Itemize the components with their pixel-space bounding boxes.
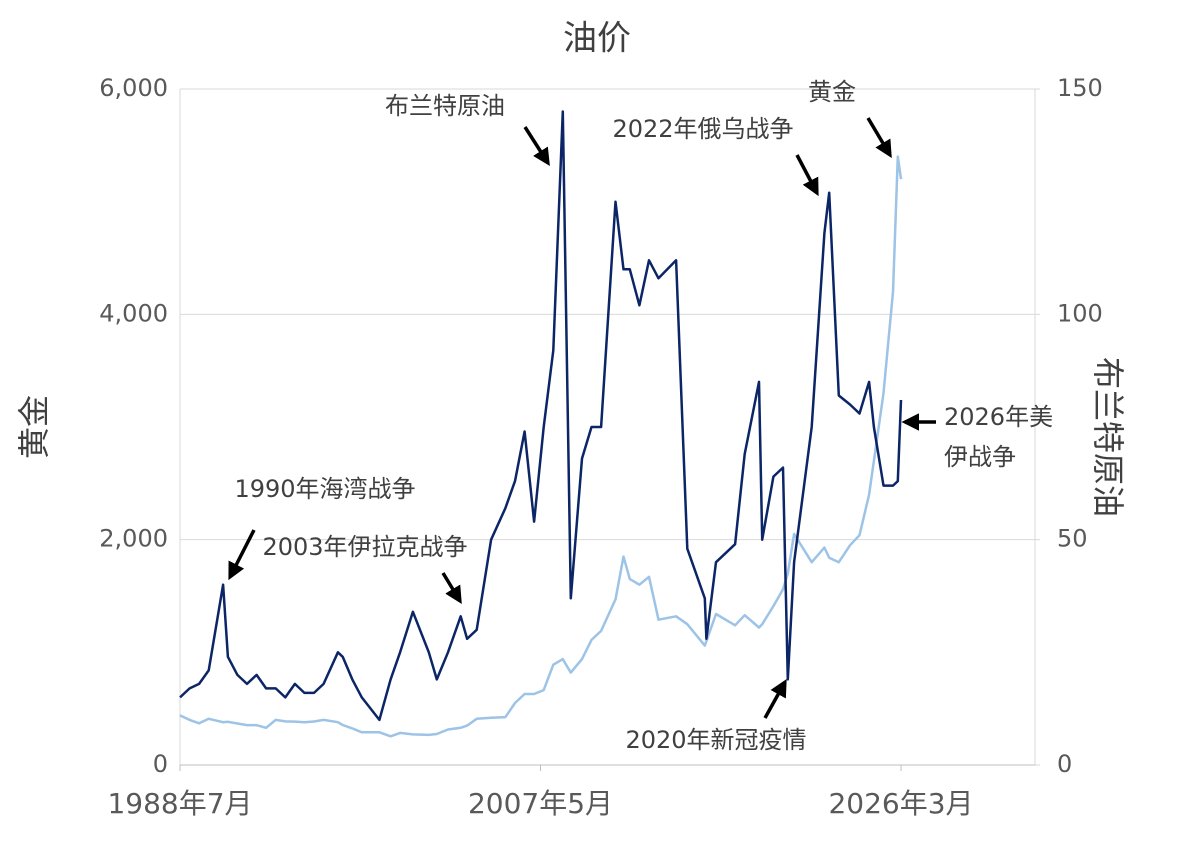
- y-tick-label: 2,000: [99, 525, 168, 553]
- annotation-arrow: [523, 126, 550, 166]
- y2-tick-label: 50: [1057, 525, 1088, 553]
- annotation: 2026年美: [944, 403, 1053, 431]
- annotation: 黄金: [808, 78, 856, 106]
- y2-axis-label: 布兰特原油: [1089, 357, 1127, 517]
- annotation-arrow: [866, 117, 892, 159]
- annotation: 伊战争: [944, 443, 1016, 471]
- y2-tick-label: 0: [1057, 750, 1072, 778]
- annotation-arrow: [228, 529, 256, 581]
- y-tick-label: 6,000: [99, 74, 168, 102]
- y-tick-label: 4,000: [99, 299, 168, 327]
- x-tick-label: 2026年3月: [828, 787, 973, 820]
- annotation-arrow: [795, 154, 819, 197]
- annotation: 2020年新冠疫情: [625, 726, 806, 754]
- y2-tick-label: 100: [1057, 299, 1103, 327]
- annotation-arrow: [763, 678, 787, 719]
- series-line: [179, 155, 903, 738]
- series-line: [179, 110, 903, 722]
- x-tick-label: 2007年5月: [468, 787, 613, 820]
- chart-title: 油价: [563, 19, 631, 59]
- annotation: 1990年海湾战争: [234, 475, 415, 503]
- x-tick-label: 1988年7月: [107, 787, 252, 820]
- y2-tick-label: 150: [1057, 74, 1103, 102]
- annotation: 布兰特原油: [385, 92, 505, 120]
- annotation: 2003年伊拉克战争: [262, 533, 467, 561]
- y-axis-label: 黄金: [15, 395, 53, 459]
- annotation-arrow: [441, 572, 462, 604]
- annotation: 2022年俄乌战争: [612, 115, 793, 143]
- y-tick-label: 0: [153, 750, 168, 778]
